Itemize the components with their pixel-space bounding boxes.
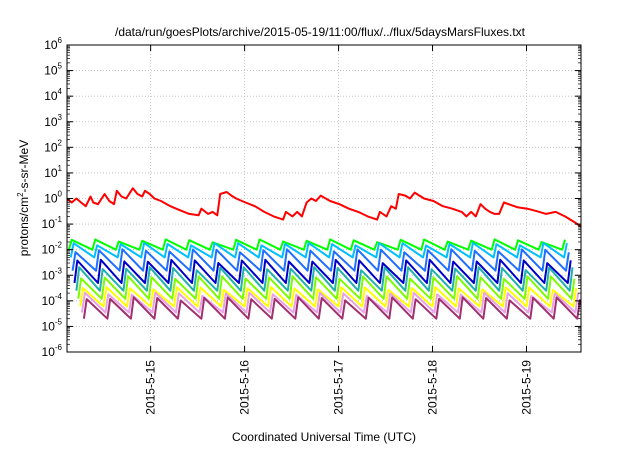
y-axis-label: protons/cm2-s-sr-MeV [16,140,31,256]
y-tick-label: 10-6 [42,343,63,359]
series-line-0 [67,187,581,228]
y-tick-label: 10-4 [42,292,63,308]
x-tick-label: 2015-5-17 [332,360,346,415]
series-line-7 [79,286,578,308]
y-tick-label: 102 [44,138,62,154]
y-axis-ticks: 10-6 10-5 10-4 10-3 10-2 10-1 100 101 102 103 104 1… [42,36,581,359]
y-axis-label-text: protons/cm [17,197,31,256]
x-tick-label: 2015-5-19 [519,360,533,415]
x-axis-ticks: 2015-5-15 2015-5-16 2015-5-17 2015-5-18 2015… [144,45,533,415]
y-tick-label: 10-3 [42,266,63,282]
series-line-4 [73,258,572,284]
y-tick-label: 104 [44,87,62,103]
series-line-8 [81,291,580,314]
y-tick-label: 100 [44,190,62,206]
series-line-5 [75,266,574,292]
y-axis-label-sup: 2 [16,192,25,197]
x-tick-label: 2015-5-18 [426,360,440,415]
x-tick-label: 2015-5-16 [238,360,252,415]
series-line-2 [69,241,568,259]
series-line-3 [71,248,570,272]
x-axis-label: Coordinated Universal Time (UTC) [232,430,416,444]
series-group [67,187,581,320]
y-axis-label-rest: -s-sr-MeV [17,140,31,193]
y-tick-label: 105 [44,62,62,78]
y-tick-label: 10-2 [42,241,63,257]
series-line-6 [77,275,576,300]
chart-title: /data/run/goesPlots/archive/2015-05-19/1… [115,25,526,39]
series-line-9 [82,296,581,320]
y-tick-label: 106 [44,36,62,52]
y-tick-label: 10-5 [42,317,63,333]
series-line-1 [67,238,566,251]
y-tick-label: 10-1 [42,215,63,231]
x-tick-label: 2015-5-15 [144,360,158,415]
y-tick-label: 101 [44,164,62,180]
y-tick-label: 103 [44,113,62,129]
